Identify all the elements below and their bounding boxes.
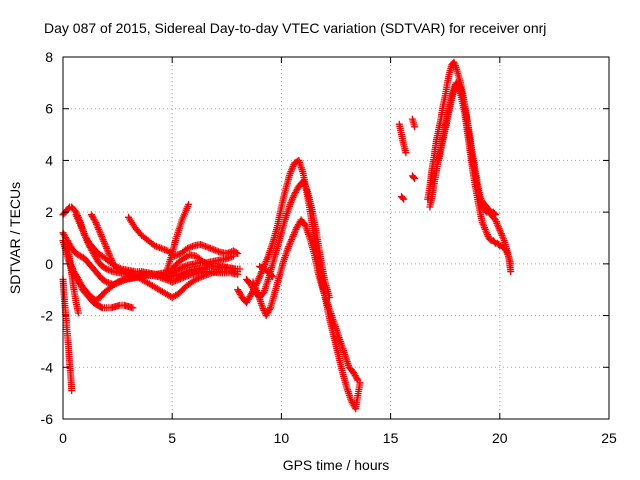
data-point-markers	[243, 177, 333, 301]
series-trace-i	[63, 239, 82, 317]
series-trace-u	[435, 79, 499, 219]
data-point-markers	[408, 115, 419, 131]
y-tick-label: 0	[45, 256, 53, 272]
series-trace-g	[87, 211, 244, 278]
y-tick-label: -4	[41, 359, 54, 375]
series-trace-n	[256, 262, 277, 281]
y-tick-label: -6	[41, 411, 54, 427]
data-point-markers	[249, 216, 362, 384]
x-tick-label: 5	[168, 430, 176, 446]
data-point-markers	[63, 239, 82, 317]
y-tick-label: -2	[41, 308, 54, 324]
x-axis-label: GPS time / hours	[283, 457, 390, 473]
data-point-markers	[398, 193, 408, 203]
x-tick-label: 25	[601, 430, 617, 446]
series-trace-m	[249, 216, 362, 384]
data-series	[59, 58, 515, 413]
axis-ticks: 0 5 10 15 20 25 -6 -4 -2 0 2 4 6 8	[41, 49, 617, 446]
y-tick-label: 6	[45, 101, 53, 117]
x-tick-label: 15	[383, 430, 399, 446]
x-tick-label: 10	[274, 430, 290, 446]
plot-frame	[62, 56, 610, 420]
data-point-markers	[395, 120, 410, 157]
series-trace-l	[243, 177, 333, 301]
x-tick-label: 0	[59, 430, 67, 446]
data-point-markers	[408, 172, 419, 182]
data-point-markers	[435, 79, 499, 219]
y-tick-label: 8	[45, 49, 53, 65]
y-tick-label: 2	[45, 204, 53, 220]
series-trace-r	[408, 172, 419, 182]
data-point-markers	[162, 200, 193, 278]
y-tick-label: 4	[45, 152, 53, 168]
series-trace-o	[395, 120, 410, 157]
series-trace-j	[162, 200, 193, 278]
x-tick-label: 20	[492, 430, 508, 446]
data-point-markers	[256, 262, 277, 281]
data-point-markers	[87, 211, 244, 278]
y-axis-label: SDTVAR / TECUs	[7, 182, 23, 294]
chart-title: Day 087 of 2015, Sidereal Day-to-day VTE…	[44, 20, 546, 36]
series-trace-q	[408, 115, 419, 131]
series-trace-p	[398, 193, 408, 203]
